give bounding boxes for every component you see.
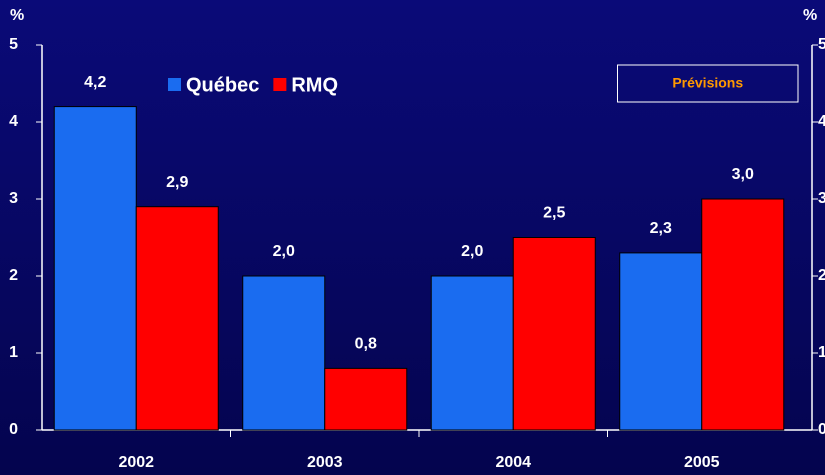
bar — [619, 252, 703, 431]
annotation: Prévisions — [672, 75, 743, 91]
y2-axis-label: % — [803, 7, 817, 24]
bar — [135, 206, 219, 431]
forecast-box — [617, 64, 799, 103]
x-tick-label: 2004 — [495, 454, 531, 471]
y-axis-label: % — [10, 7, 24, 24]
value-label: 4,2 — [84, 74, 106, 91]
x-tick-label: 2005 — [684, 454, 720, 471]
legend-swatch — [273, 78, 287, 91]
y2-tick-label: 2 — [818, 267, 825, 284]
y-tick-label: 2 — [9, 267, 18, 284]
bar — [324, 367, 408, 431]
bar — [430, 275, 514, 431]
legend-label: RMQ — [291, 74, 338, 96]
bar — [53, 106, 137, 431]
value-label: 2,0 — [273, 243, 295, 260]
y-tick-label: 0 — [9, 421, 18, 438]
y-tick-label: 3 — [9, 190, 18, 207]
bar — [512, 237, 596, 431]
value-label: 2,9 — [166, 174, 188, 191]
bar — [701, 198, 785, 431]
x-tick-label: 2003 — [307, 454, 343, 471]
y2-tick-label: 1 — [818, 344, 825, 361]
y2-tick-label: 0 — [818, 421, 825, 438]
value-label: 2,0 — [461, 243, 483, 260]
y2-tick-label: 4 — [818, 113, 825, 130]
y2-tick-label: 3 — [818, 190, 825, 207]
value-label: 2,5 — [543, 205, 565, 222]
x-tick-label: 2002 — [118, 454, 154, 471]
y2-tick-label: 5 — [818, 36, 825, 53]
y-tick-label: 4 — [9, 113, 18, 130]
value-label: 0,8 — [355, 336, 377, 353]
bar — [242, 275, 326, 431]
legend-swatch — [168, 78, 181, 91]
legend-label: Québec — [186, 74, 259, 96]
value-label: 2,3 — [650, 220, 672, 237]
y-tick-label: 5 — [9, 36, 18, 53]
y-tick-label: 1 — [9, 344, 18, 361]
value-label: 3,0 — [732, 166, 754, 183]
